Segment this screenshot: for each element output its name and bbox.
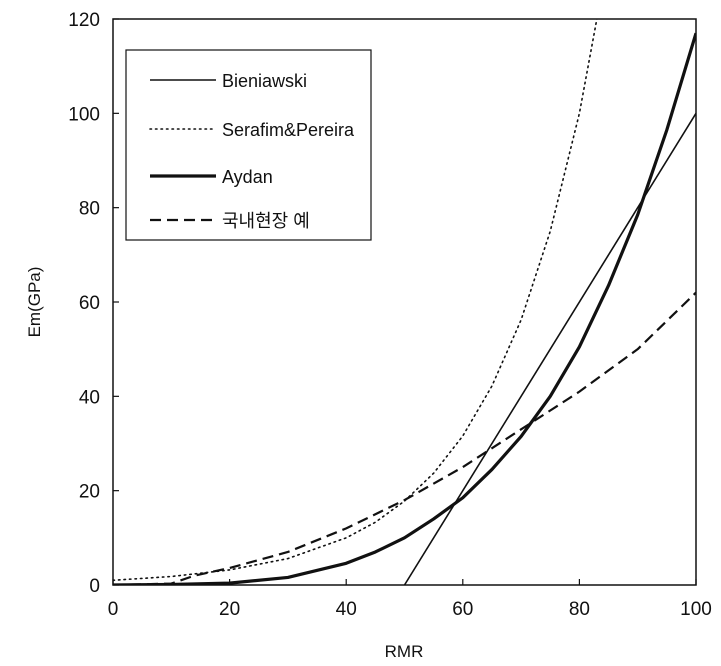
x-tick-label: 20 xyxy=(219,599,240,620)
legend: Bieniawski Serafim&Pereira Aydan 국내현장 예 xyxy=(125,49,372,241)
x-axis-label: RMR xyxy=(385,642,424,661)
legend-label-1: Serafim&Pereira xyxy=(222,120,355,140)
y-tick-label: 20 xyxy=(79,482,100,503)
x-tick-label: 100 xyxy=(680,599,712,620)
x-tick-label: 80 xyxy=(569,599,590,620)
x-tick-label: 0 xyxy=(108,599,119,620)
series-line-3 xyxy=(113,291,696,585)
y-axis-label: Em(GPa) xyxy=(25,267,44,338)
y-tick-label: 100 xyxy=(68,104,100,125)
series-line-2 xyxy=(113,32,696,585)
legend-box xyxy=(125,49,372,241)
x-tick-label: 40 xyxy=(336,599,357,620)
legend-label-0: Bieniawski xyxy=(222,71,307,91)
axes: 0 20 40 60 80 100 0 20 40 60 80 100 120 xyxy=(68,10,712,620)
legend-label-3: 국내현장 예 xyxy=(222,211,310,231)
y-tick-label: 40 xyxy=(79,387,100,408)
y-tick-label: 60 xyxy=(79,293,100,314)
y-tick-label: 120 xyxy=(68,10,100,31)
legend-label-2: Aydan xyxy=(222,167,273,187)
series-line-0 xyxy=(403,112,696,585)
series-layer xyxy=(113,19,696,585)
y-tick-label: 80 xyxy=(79,199,100,220)
x-tick-label: 60 xyxy=(452,599,473,620)
y-tick-label: 0 xyxy=(89,576,100,597)
